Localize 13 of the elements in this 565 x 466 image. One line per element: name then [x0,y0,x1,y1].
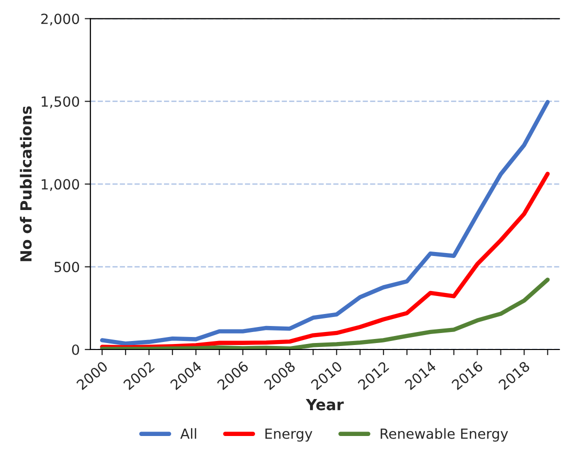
line-series [100,278,550,350]
y-tick-label: 500 [54,262,80,272]
legend-label: Renewable Energy [380,428,508,442]
line-series [100,100,550,346]
y-tick-label: 0 [72,344,80,355]
legend-label: All [180,428,196,439]
legend-label: Energy [265,428,312,442]
y-tick-label: 1,500 [42,96,80,108]
line-series [100,172,550,350]
y-axis-title: No of Publications [20,106,32,262]
y-tick-label: 2,000 [41,14,80,26]
x-axis-title: Year [306,398,344,410]
y-tick-label: 1,000 [42,179,80,191]
